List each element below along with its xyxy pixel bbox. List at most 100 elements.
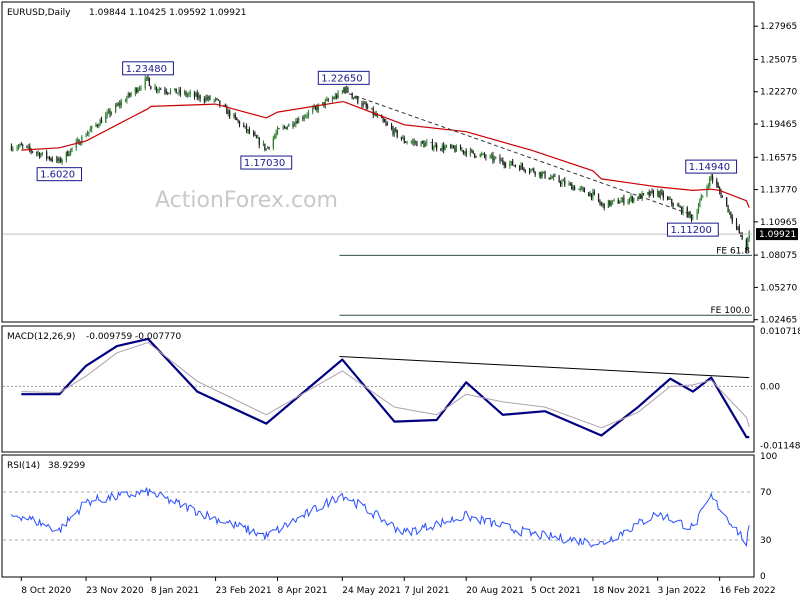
candle-body [362,103,365,107]
macd-header-name: MACD(12,26,9) [7,332,75,342]
candle-body [337,92,339,98]
candle-body [668,198,670,200]
candle-body [707,186,709,188]
candle-body [426,142,428,144]
candle-body [196,93,198,98]
candle-body [402,137,404,139]
candle-body [514,165,517,167]
candle-body [421,141,424,143]
candle-body [283,126,286,128]
candle-body [77,139,79,142]
candle-body [144,78,146,88]
rsi-plot [3,487,752,548]
candle-body [276,128,279,134]
candle-body [620,200,622,203]
candle-body [502,159,504,164]
macd-tick-label: 0.010718 [760,327,800,337]
candle-body [314,106,317,108]
candle-body [533,168,535,173]
candle-body [367,106,369,109]
candle-body [676,205,678,207]
candle-body [199,95,201,100]
candle-body [355,96,357,99]
candle-body [441,145,443,150]
candle-body [88,131,90,134]
candle-body [57,157,59,161]
watermark: ActionForex.com [155,188,338,213]
candle-body [167,92,169,94]
candle-body [68,154,70,156]
candle-body [110,112,113,115]
candle-body [383,120,386,123]
candle-body [730,211,732,218]
candle-body [503,163,505,166]
candle-body [697,206,700,212]
price-pane[interactable] [1,1,755,323]
candle-body [307,111,310,116]
candle-body [430,142,432,144]
candle-body [471,149,473,151]
candle-body [627,201,629,204]
candle-body [160,89,162,90]
candle-body [735,221,738,227]
price-annotation: 1.17030 [240,155,293,170]
candle-body [312,108,314,112]
candle-body [410,142,412,143]
annotation-box [666,222,719,237]
candle-body [326,99,328,101]
candle-body [236,117,238,121]
level-label: FE 61.8 [716,246,750,256]
candle-body [207,96,210,100]
price-annotation: 1.22650 [317,70,370,85]
annotation-label: 1.14940 [689,162,730,173]
candle-body [216,98,218,100]
candle-body [99,119,101,126]
macd-line [21,337,750,439]
candle-body [265,148,267,150]
candle-body [127,93,129,98]
candle-body [165,91,167,93]
candle-body [702,195,704,197]
macd-pane[interactable] [1,325,755,453]
candle-body [459,146,462,151]
candle-body [726,197,728,206]
annotation-label: 1.11200 [670,225,711,236]
candle-body [520,164,522,170]
candle-body [174,88,176,90]
candle-body [298,117,300,124]
candle-body [671,199,673,204]
candle-body [30,149,32,152]
candle-body [60,158,62,162]
candle-body [157,90,159,91]
candle-body [344,87,346,92]
candle-body [572,186,574,190]
candle-body [630,196,632,199]
candle-body [552,175,555,179]
candle-body [490,155,493,156]
candle-body [548,177,550,180]
candle-body [37,152,39,154]
candle-body [176,93,179,94]
candle-body [148,78,151,86]
candle-body [262,143,265,146]
candle-body [129,93,131,96]
candle-body [420,141,422,147]
candle-body [454,148,456,152]
candle-body [509,163,511,166]
candle-body [213,99,215,101]
candle-body [700,196,702,201]
candle-body [69,149,72,155]
candle-body [106,112,108,116]
rsi-pane[interactable] [1,454,755,578]
candle-body [590,193,593,198]
candle-body [711,176,714,181]
candle-body [689,211,691,215]
candle-body [205,97,207,101]
candle-body [452,145,455,149]
date-tick-label: 20 Aug 2021 [466,586,524,596]
candle-body [130,93,132,96]
candle-body [433,147,435,149]
candle-body [696,211,698,219]
candle-body [469,149,472,155]
